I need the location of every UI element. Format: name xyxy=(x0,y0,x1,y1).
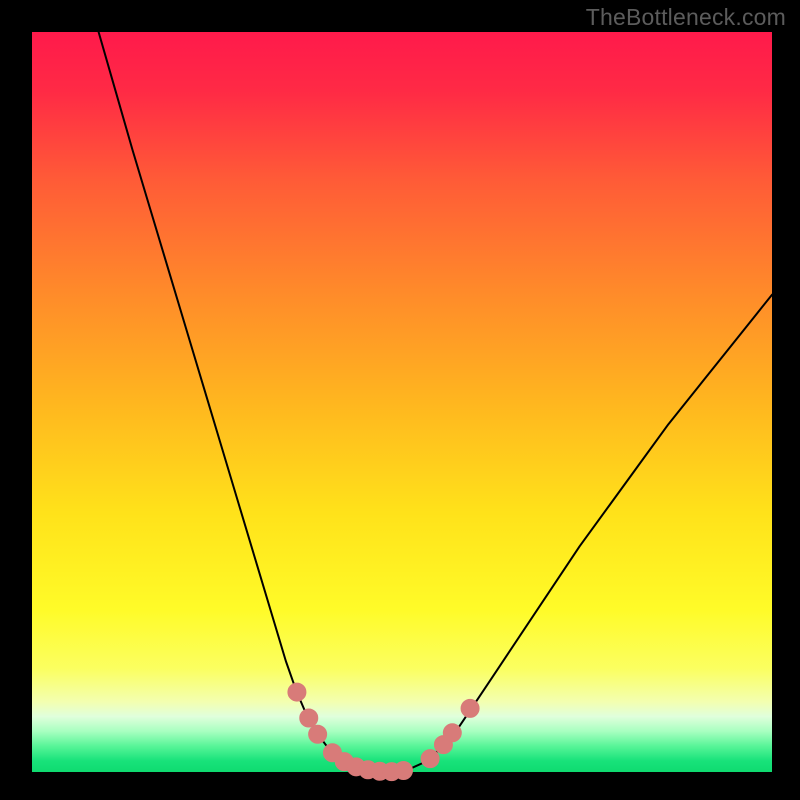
marker-dot xyxy=(288,683,306,701)
v-curve xyxy=(99,32,772,772)
marker-dot xyxy=(394,762,412,780)
marker-dot xyxy=(461,699,479,717)
marker-dot xyxy=(421,750,439,768)
curve-layer xyxy=(0,0,800,800)
watermark-label: TheBottleneck.com xyxy=(586,4,786,31)
chart-stage: TheBottleneck.com xyxy=(0,0,800,800)
data-markers xyxy=(288,683,479,781)
bottleneck-curve-path xyxy=(99,32,772,772)
marker-dot xyxy=(443,724,461,742)
marker-dot xyxy=(300,709,318,727)
marker-dot xyxy=(309,725,327,743)
